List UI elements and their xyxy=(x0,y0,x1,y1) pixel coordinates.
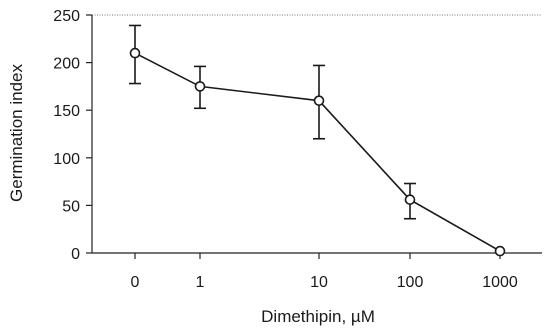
y-tick-label: 0 xyxy=(71,246,80,263)
data-point xyxy=(494,245,506,257)
x-tick-label: 100 xyxy=(397,274,424,291)
x-tick-label: 1 xyxy=(196,274,205,291)
x-axis: 0 1 10 100 1000 xyxy=(131,253,518,291)
data-point xyxy=(404,194,416,205)
data-point xyxy=(313,95,325,106)
series-line xyxy=(134,52,501,252)
data-point xyxy=(194,81,206,92)
x-axis-title: Dimethipin, µM xyxy=(261,307,375,326)
plot-frame xyxy=(91,14,542,254)
data-series xyxy=(129,24,506,257)
x-tick-label: 0 xyxy=(131,274,140,291)
y-axis-title: Germination index xyxy=(7,64,26,202)
x-tick-label: 10 xyxy=(310,274,328,291)
data-point xyxy=(129,47,141,59)
x-tick-label: 1000 xyxy=(482,274,518,291)
y-tick-label: 100 xyxy=(53,151,80,168)
y-tick-label: 200 xyxy=(53,56,80,73)
y-tick-label: 50 xyxy=(62,198,80,215)
y-tick-label: 150 xyxy=(53,103,80,120)
y-tick-label: 250 xyxy=(53,8,80,25)
y-axis: 0 50 100 150 200 250 xyxy=(53,8,92,263)
